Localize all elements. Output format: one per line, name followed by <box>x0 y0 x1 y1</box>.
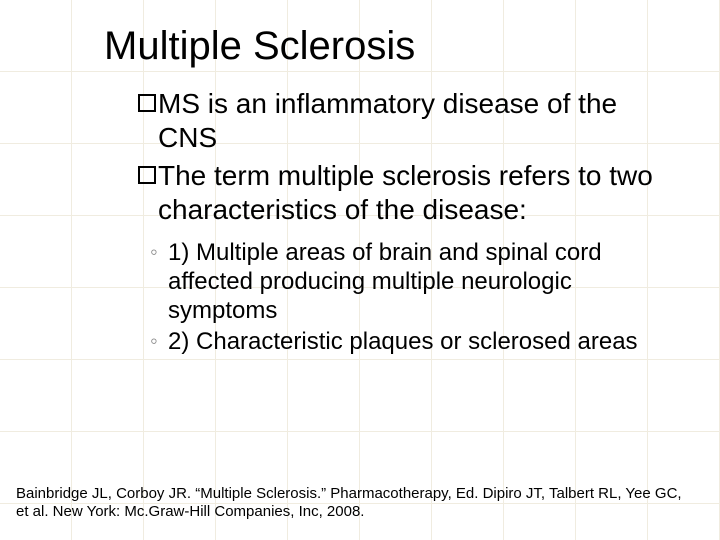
slide-title: Multiple Sclerosis <box>104 24 702 69</box>
bullet-text: The term multiple sclerosis refers to tw… <box>158 159 662 227</box>
ring-bullet-icon: ◦ <box>150 239 168 266</box>
bullet-level1: MS is an inflammatory disease of the CNS <box>138 87 662 155</box>
square-bullet-icon <box>138 166 156 184</box>
ring-bullet-icon: ◦ <box>150 328 168 355</box>
bullet-level2: ◦ 2) Characteristic plaques or sclerosed… <box>150 327 662 356</box>
sub-bullet-group: ◦ 1) Multiple areas of brain and spinal … <box>150 238 662 357</box>
bullet-level1: The term multiple sclerosis refers to tw… <box>138 159 662 227</box>
bullet-text: MS is an inflammatory disease of the CNS <box>158 87 662 155</box>
bullet-level2: ◦ 1) Multiple areas of brain and spinal … <box>150 238 662 326</box>
sub-bullet-text: 1) Multiple areas of brain and spinal co… <box>168 238 662 326</box>
citation-text: Bainbridge JL, Corboy JR. “Multiple Scle… <box>16 485 696 523</box>
sub-bullet-text: 2) Characteristic plaques or sclerosed a… <box>168 327 662 356</box>
slide-body: MS is an inflammatory disease of the CNS… <box>138 87 662 359</box>
square-bullet-icon <box>138 94 156 112</box>
slide: Multiple Sclerosis MS is an inflammatory… <box>0 0 720 540</box>
